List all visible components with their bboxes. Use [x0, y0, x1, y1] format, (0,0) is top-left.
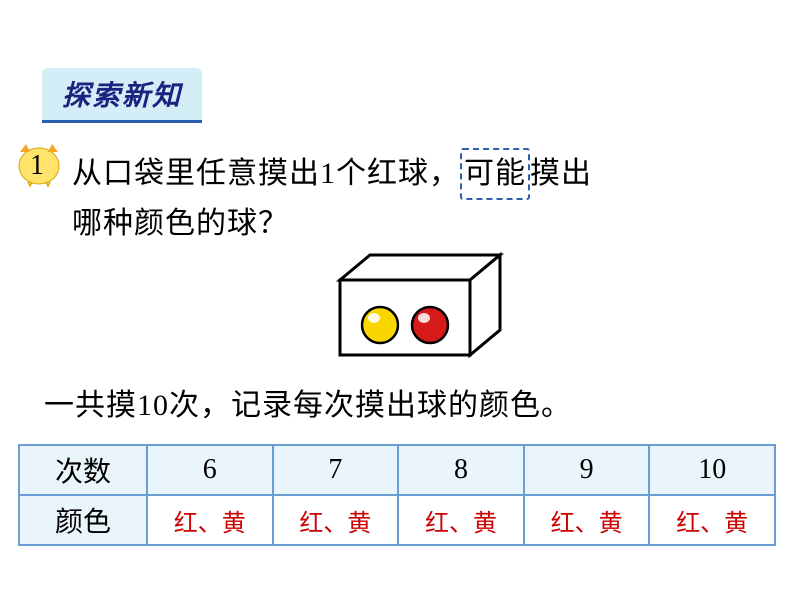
color-cell: 红、黄: [273, 495, 399, 545]
count-cell: 7: [273, 445, 399, 495]
question-line2: 哪种颜色的球？: [72, 207, 289, 240]
problem-number-badge: 1: [22, 148, 60, 188]
table-row-colors: 颜色 红、黄 红、黄 红、黄 红、黄 红、黄: [19, 495, 775, 545]
count-cell: 6: [147, 445, 273, 495]
pocket-diagram: [330, 250, 510, 360]
section-title: 探索新知: [62, 81, 182, 112]
count-cell: 9: [524, 445, 650, 495]
problem-number: 1: [30, 150, 44, 182]
color-cell: 红、黄: [398, 495, 524, 545]
pocket-svg: [330, 250, 510, 360]
question-line1-pre: 从口袋里任意摸出1个红球，: [72, 157, 460, 190]
question-text: 从口袋里任意摸出1个红球，可能摸出 哪种颜色的球？: [72, 148, 592, 248]
instruction-text: 一共摸10次，记录每次摸出球的颜色。: [44, 380, 572, 424]
count-cell: 8: [398, 445, 524, 495]
label-count: 次数: [19, 445, 147, 495]
table-row-counts: 次数 6 7 8 9 10: [19, 445, 775, 495]
boxed-word: 可能: [460, 148, 530, 200]
label-color: 颜色: [19, 495, 147, 545]
table: 次数 6 7 8 9 10 颜色 红、黄 红、黄 红、黄 红、黄 红、黄: [18, 444, 776, 546]
color-cell: 红、黄: [649, 495, 775, 545]
section-header: 探索新知: [42, 68, 202, 123]
question-line1-post: 摸出: [530, 157, 592, 190]
result-table: 次数 6 7 8 9 10 颜色 红、黄 红、黄 红、黄 红、黄 红、黄: [18, 444, 776, 546]
color-cell: 红、黄: [147, 495, 273, 545]
color-cell: 红、黄: [524, 495, 650, 545]
count-cell: 10: [649, 445, 775, 495]
